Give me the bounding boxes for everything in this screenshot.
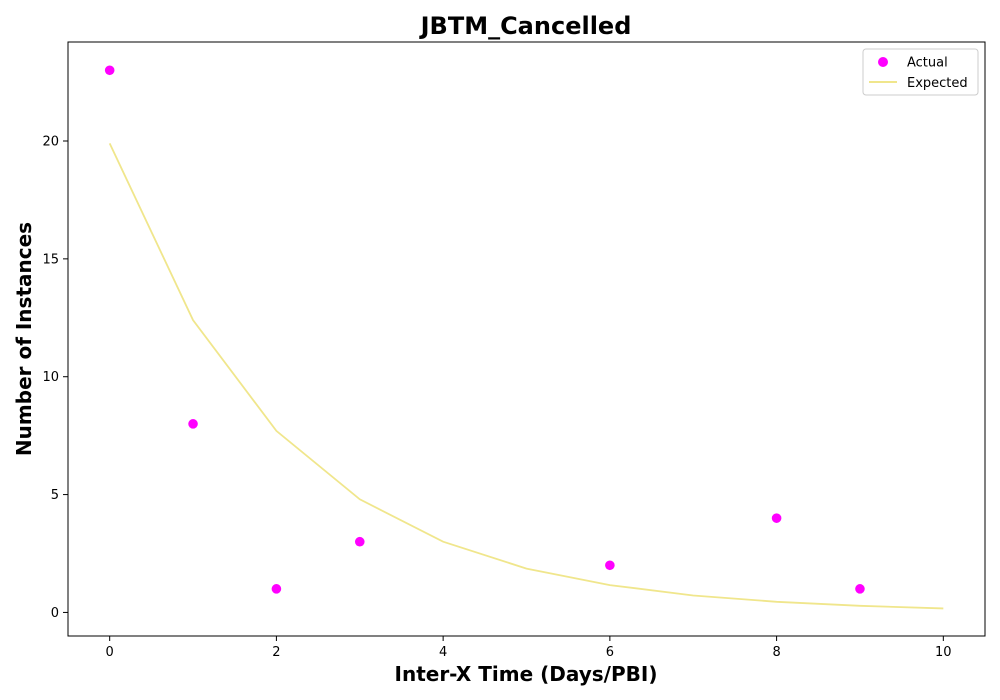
x-axis-title: Inter-X Time (Days/PBI) <box>395 662 658 686</box>
series-layer <box>104 65 944 610</box>
actual-point <box>188 419 198 429</box>
x-tick-label: 6 <box>606 645 614 660</box>
legend-label-expected: Expected <box>907 76 968 91</box>
actual-point <box>605 560 615 571</box>
x-tick-label: 4 <box>439 645 447 660</box>
x-tick-label: 8 <box>772 645 780 660</box>
legend-label-actual: Actual <box>907 56 948 71</box>
y-tick-label: 5 <box>51 488 59 503</box>
actual-point <box>855 584 865 594</box>
x-tick-label: 0 <box>106 645 114 660</box>
plot-area-frame <box>67 41 986 637</box>
x-axis-ticks: 0 2 4 6 8 10 <box>106 636 952 660</box>
legend-marker-actual <box>878 57 888 67</box>
y-axis-ticks: 0 5 10 15 20 <box>42 135 68 621</box>
legend: Actual Expected <box>862 48 979 96</box>
legend-box <box>862 48 979 96</box>
x-tick-label: 2 <box>272 645 280 660</box>
y-axis-title: Number of Instances <box>12 222 36 456</box>
expected-line <box>108 142 944 610</box>
actual-point <box>271 584 282 594</box>
y-tick-label: 10 <box>42 370 59 385</box>
y-tick-label: 0 <box>51 606 59 621</box>
y-tick-label: 20 <box>42 135 59 150</box>
actual-point <box>771 513 782 523</box>
chart-title: JBTM_Cancelled <box>419 12 632 40</box>
actual-point <box>354 536 365 547</box>
x-tick-label: 10 <box>935 645 952 660</box>
actual-point <box>104 65 115 76</box>
y-tick-label: 15 <box>42 252 59 267</box>
